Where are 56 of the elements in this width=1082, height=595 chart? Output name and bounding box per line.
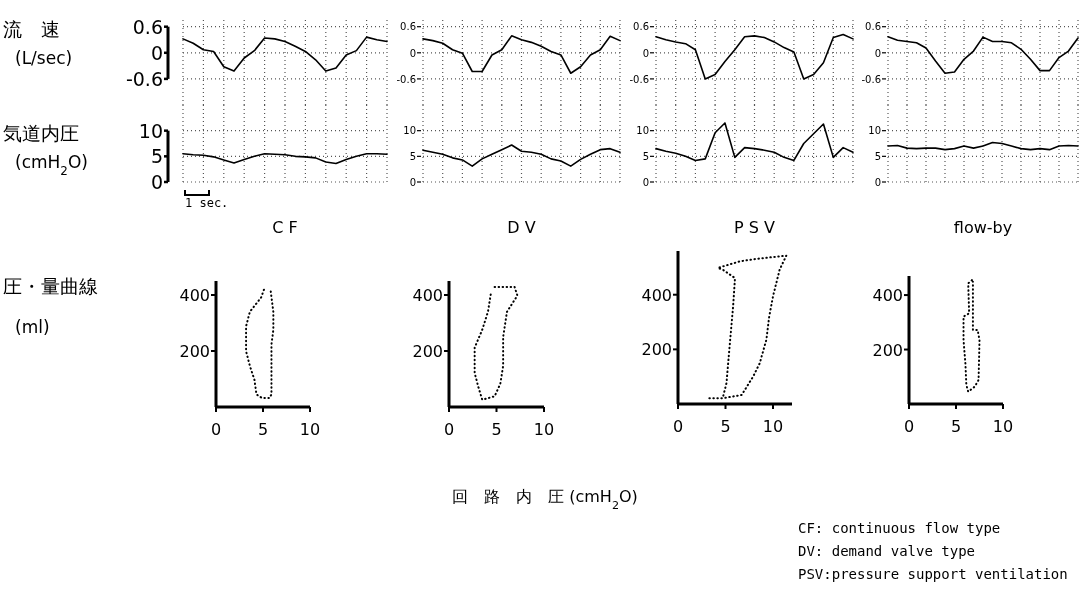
- y-axis-title: 流 速 (L/sec): [3, 18, 73, 68]
- text: CF: continuous flow type: [798, 520, 1001, 536]
- y-tick-label: 5: [874, 151, 881, 163]
- x-tick-label: 10: [533, 420, 555, 439]
- y-tick-label: 5: [150, 145, 163, 168]
- x-tick-label: 10: [992, 417, 1014, 436]
- y-tick-label: 200: [412, 342, 443, 361]
- x-tick-label: 0: [443, 420, 455, 439]
- y-tick-label: 0: [642, 176, 649, 188]
- y-tick-label: 400: [641, 285, 672, 305]
- x-tick-label: 0: [672, 417, 684, 436]
- y-tick-label: -0.6: [861, 73, 881, 85]
- y-tick-label: 10: [403, 125, 416, 137]
- y-tick-label: 0: [874, 47, 881, 59]
- y-tick-label: 0: [874, 176, 881, 188]
- x-axis-title: D V: [507, 218, 536, 237]
- x-tick-label: 10: [299, 420, 321, 439]
- y-tick-label: 10: [138, 119, 163, 142]
- y-tick-label: 5: [642, 151, 649, 163]
- y-tick-label: 10: [868, 125, 881, 137]
- y-tick-label: 200: [179, 342, 210, 361]
- y-tick-label: 0.6: [865, 21, 881, 33]
- y-tick-label: 0: [150, 171, 163, 194]
- y-tick-label: 400: [412, 286, 443, 305]
- text: 回 路 内 圧 (cmH$_{2}$O): [452, 487, 638, 512]
- text: DV: demand valve type: [798, 543, 976, 559]
- y-tick-label: 200: [641, 340, 672, 360]
- y-tick-label: 0.6: [400, 21, 416, 33]
- x-tick-label: 5: [491, 420, 502, 439]
- y-tick-label: 0: [642, 47, 649, 59]
- text: 1 sec.: [185, 196, 229, 210]
- y-axis-title: 気道内圧 (cmH$_{2}$O): [3, 122, 88, 178]
- y-axis-title: 圧・量曲線 (ml): [3, 275, 98, 337]
- x-axis-title: P S V: [734, 218, 776, 237]
- y-tick-label: 0.6: [633, 21, 649, 33]
- y-tick-label: 10: [636, 125, 649, 137]
- y-tick-label: 0: [150, 41, 163, 64]
- x-axis-title: flow-by: [953, 218, 1013, 237]
- x-tick-label: 0: [903, 417, 915, 436]
- x-tick-label: 5: [257, 420, 269, 439]
- text: PSV:pressure support ventilation: [798, 566, 1068, 582]
- x-tick-label: 10: [762, 417, 784, 436]
- y-tick-label: 0.6: [132, 15, 163, 38]
- y-tick-label: 400: [872, 286, 903, 306]
- x-tick-label: 5: [950, 417, 962, 436]
- y-tick-label: 200: [872, 340, 903, 360]
- y-tick-label: 5: [409, 151, 416, 163]
- y-tick-label: 400: [179, 286, 210, 305]
- y-tick-label: -0.6: [396, 73, 416, 85]
- y-tick-label: 0: [409, 176, 416, 188]
- x-tick-label: 5: [720, 417, 731, 436]
- x-tick-label: 0: [210, 420, 222, 439]
- y-tick-label: -0.6: [629, 73, 649, 85]
- y-tick-label: 0: [409, 47, 416, 59]
- x-axis-title: C F: [272, 218, 298, 237]
- y-tick-label: -0.6: [125, 67, 163, 90]
